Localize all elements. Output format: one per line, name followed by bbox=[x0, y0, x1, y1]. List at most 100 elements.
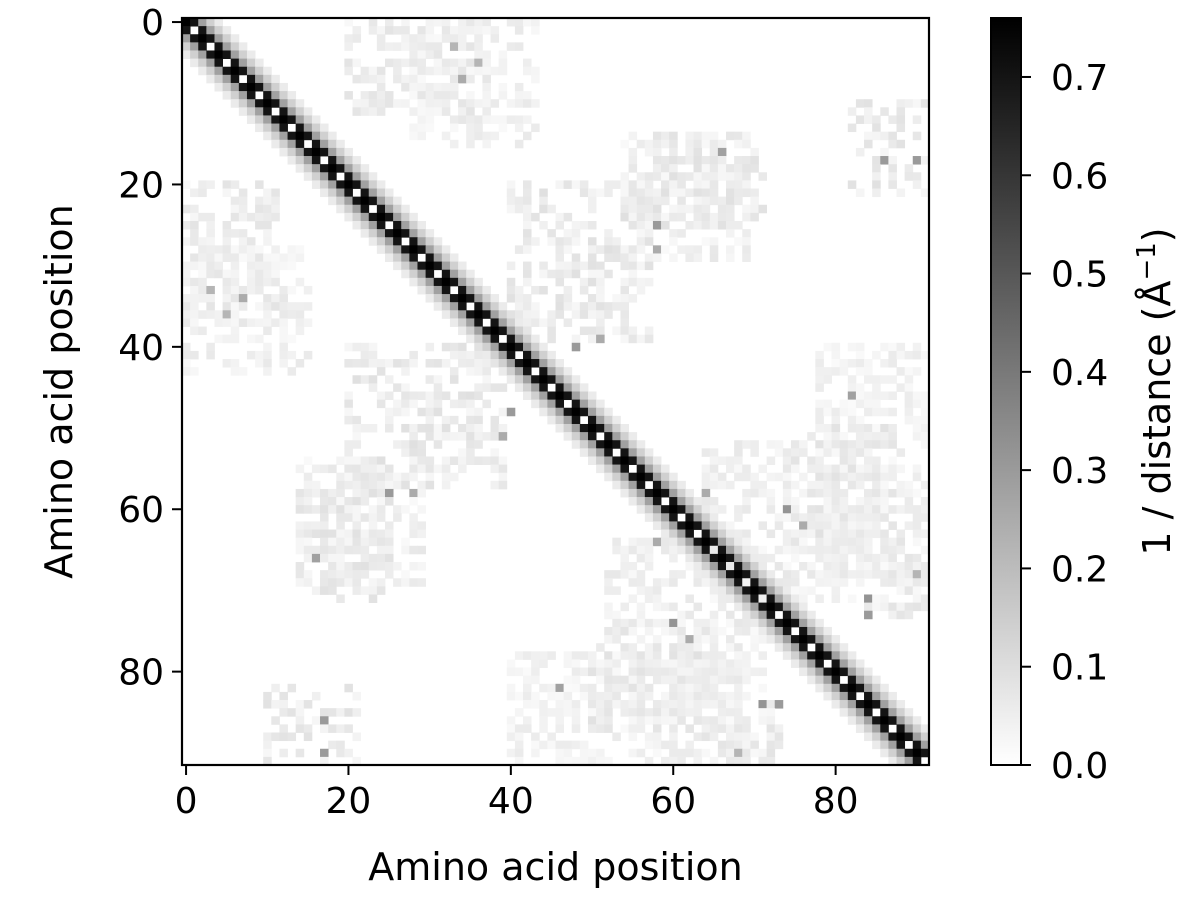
heatmap-cell bbox=[311, 172, 321, 181]
heatmap-cell bbox=[555, 359, 565, 368]
heatmap-cell bbox=[758, 521, 768, 530]
heatmap-cell bbox=[287, 683, 297, 693]
heatmap-cell bbox=[206, 310, 215, 319]
heatmap-cell bbox=[782, 643, 792, 652]
heatmap-cell bbox=[425, 285, 435, 295]
heatmap-cell bbox=[888, 732, 897, 742]
heatmap-cell bbox=[417, 391, 426, 401]
heatmap-cell bbox=[579, 302, 589, 311]
heatmap-cell bbox=[352, 708, 362, 717]
heatmap-cell bbox=[417, 423, 426, 433]
heatmap-cell bbox=[352, 756, 362, 766]
heatmap-cell bbox=[888, 602, 897, 612]
heatmap-cell bbox=[425, 237, 435, 246]
heatmap-cell bbox=[831, 480, 841, 490]
heatmap-cell bbox=[677, 618, 686, 628]
heatmap-cell bbox=[506, 180, 516, 189]
heatmap-cell bbox=[669, 626, 678, 636]
heatmap-cell bbox=[206, 212, 215, 222]
heatmap-cell bbox=[466, 334, 475, 344]
heatmap-cell bbox=[539, 269, 548, 279]
heatmap-cell bbox=[636, 545, 646, 555]
heatmap-cell bbox=[734, 537, 743, 547]
heatmap-cell bbox=[904, 716, 914, 725]
heatmap-cell bbox=[669, 253, 678, 262]
heatmap-cell bbox=[425, 91, 435, 100]
heatmap-cell bbox=[352, 164, 362, 173]
heatmap-cell bbox=[474, 432, 483, 441]
heatmap-cell bbox=[376, 578, 386, 587]
heatmap-cell bbox=[368, 196, 378, 206]
heatmap-cell bbox=[498, 310, 508, 319]
heatmap-cell bbox=[726, 212, 735, 222]
heatmap-cell bbox=[466, 294, 475, 303]
heatmap-cell bbox=[425, 26, 435, 35]
heatmap-cell bbox=[328, 578, 337, 587]
heatmap-cell bbox=[912, 156, 922, 165]
heatmap-cell bbox=[498, 432, 508, 441]
heatmap-cell bbox=[896, 529, 906, 539]
heatmap-cell bbox=[384, 562, 394, 571]
heatmap-cell bbox=[401, 269, 410, 279]
heatmap-cell bbox=[449, 432, 459, 441]
heatmap-cell bbox=[717, 156, 727, 165]
heatmap-cell bbox=[190, 42, 199, 51]
heatmap-cell bbox=[669, 740, 678, 750]
heatmap-cell bbox=[709, 513, 719, 522]
heatmap-cell bbox=[579, 383, 589, 392]
heatmap-cell bbox=[360, 586, 370, 595]
colorbar-tick-label: 0.6 bbox=[1051, 156, 1108, 197]
heatmap-cell bbox=[246, 99, 256, 108]
heatmap-cell bbox=[320, 497, 329, 506]
heatmap-cell bbox=[758, 545, 768, 555]
heatmap-cell bbox=[880, 716, 889, 725]
heatmap-cell bbox=[815, 456, 824, 465]
heatmap-cell bbox=[271, 139, 280, 149]
heatmap-cell bbox=[644, 756, 654, 766]
heatmap-cell bbox=[904, 708, 914, 717]
heatmap-cell bbox=[482, 82, 491, 92]
heatmap-cell bbox=[531, 748, 540, 758]
heatmap-cell bbox=[831, 675, 841, 685]
heatmap-cell bbox=[855, 553, 865, 563]
heatmap-cell bbox=[466, 42, 475, 51]
heatmap-cell bbox=[190, 220, 199, 230]
heatmap-cell bbox=[750, 667, 759, 677]
heatmap-cell bbox=[587, 667, 597, 677]
heatmap-cell bbox=[376, 537, 386, 547]
heatmap-cell bbox=[685, 651, 694, 660]
heatmap-cell bbox=[661, 212, 670, 222]
heatmap-cell bbox=[636, 180, 646, 189]
heatmap-cell bbox=[839, 562, 849, 571]
heatmap-cell bbox=[206, 34, 215, 43]
heatmap-cell bbox=[417, 82, 426, 92]
heatmap-cell bbox=[449, 310, 459, 319]
heatmap-cell bbox=[701, 220, 711, 230]
heatmap-cell bbox=[636, 188, 646, 198]
heatmap-cell bbox=[482, 342, 491, 352]
heatmap-cell bbox=[295, 277, 305, 287]
heatmap-cell bbox=[344, 545, 353, 555]
heatmap-cell bbox=[880, 562, 889, 571]
heatmap-cell bbox=[726, 700, 735, 709]
heatmap-cell bbox=[628, 708, 638, 717]
heatmap-cell bbox=[864, 99, 873, 108]
heatmap-cell bbox=[693, 618, 703, 628]
heatmap-cell bbox=[790, 497, 800, 506]
heatmap-cell bbox=[482, 74, 491, 84]
heatmap-cell bbox=[336, 139, 345, 149]
heatmap-cell bbox=[539, 342, 548, 352]
heatmap-cell bbox=[717, 521, 727, 530]
heatmap-cell bbox=[652, 164, 662, 173]
heatmap-cell bbox=[888, 350, 897, 360]
heatmap-cell bbox=[709, 756, 719, 766]
heatmap-cell bbox=[458, 285, 467, 295]
heatmap-cell bbox=[612, 440, 621, 449]
heatmap-cell bbox=[441, 294, 451, 303]
heatmap-cell bbox=[352, 497, 362, 506]
heatmap-cell bbox=[311, 529, 321, 539]
heatmap-cell bbox=[368, 578, 378, 587]
heatmap-cell bbox=[255, 220, 264, 230]
heatmap-cell bbox=[604, 464, 613, 474]
heatmap-cell bbox=[328, 505, 337, 514]
